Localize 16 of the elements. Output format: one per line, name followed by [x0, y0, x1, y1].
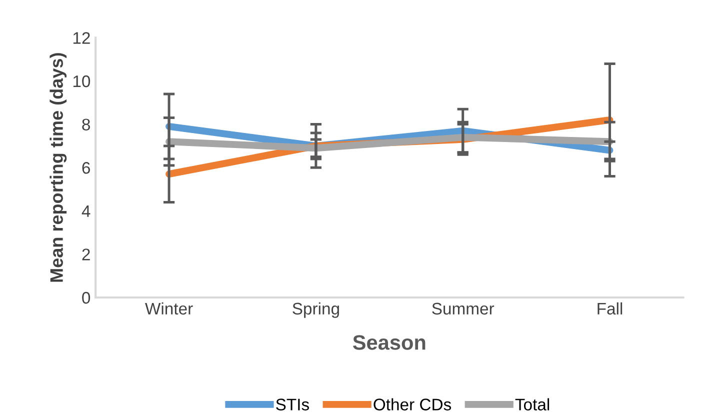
- y-tick-label: 10: [73, 75, 90, 88]
- y-tick-label: 0: [82, 292, 90, 304]
- x-axis-title: Season: [352, 335, 426, 350]
- legend-label: Total: [515, 398, 550, 410]
- legend-label: STIs: [276, 398, 309, 410]
- x-tick-label: Fall: [598, 302, 622, 315]
- x-tick-label: Summer: [432, 302, 494, 315]
- y-tick-label: 12: [73, 32, 90, 44]
- y-tick-label: 6: [82, 162, 90, 174]
- y-tick-label: 2: [82, 248, 90, 260]
- y-tick-label: 4: [82, 205, 90, 217]
- y-axis-title: Mean reporting time (days): [50, 53, 67, 282]
- legend-label: Other CDs: [374, 398, 452, 410]
- x-tick-label: Spring: [292, 302, 339, 318]
- x-tick-label: Winter: [145, 302, 193, 315]
- y-tick-label: 8: [82, 118, 90, 131]
